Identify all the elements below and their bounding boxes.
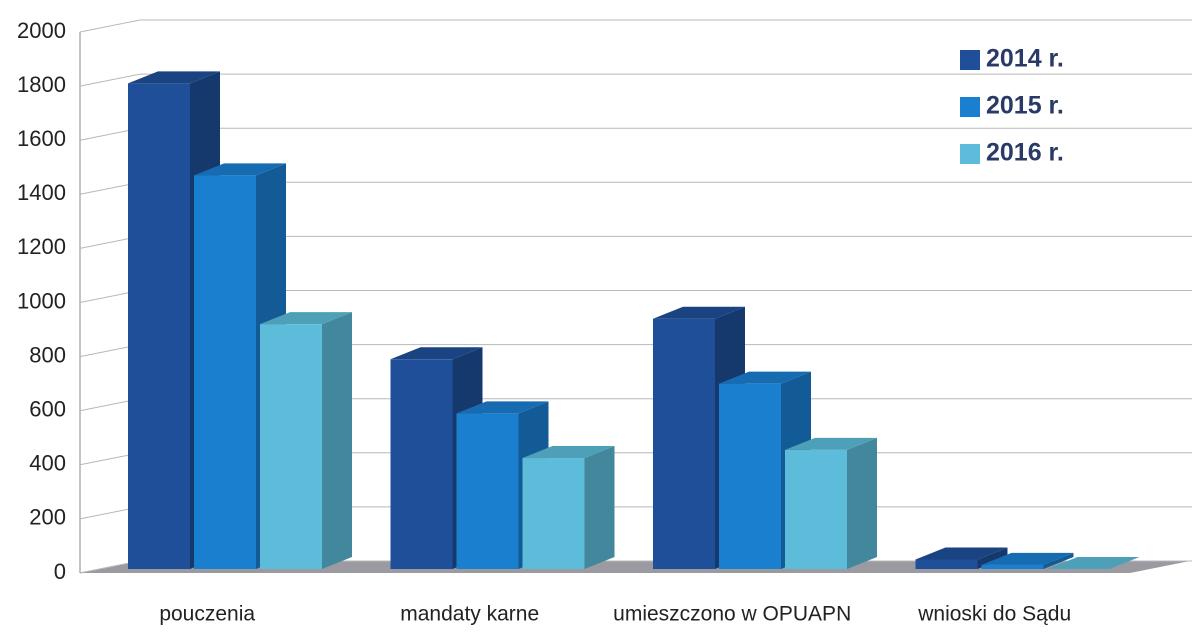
y-tick-label: 2000 [17,18,66,43]
legend-label: 2014 r. [986,45,1064,73]
y-tick-label: 200 [29,505,66,530]
bar [194,175,256,570]
bar-side [847,437,877,569]
bar-top [456,401,549,414]
bar-3d [981,552,1074,569]
grid-line-side [79,73,141,87]
bar-top [981,552,1074,565]
y-tick-label: 1000 [17,288,66,313]
bar-3d [260,312,352,569]
y-tick-label: 0 [54,559,66,584]
bar [785,449,847,569]
y-tick-label: 1400 [17,180,66,205]
grid-line-side [79,19,141,33]
bar [128,83,190,570]
bar [456,413,519,569]
x-tick-label: umieszczono w OPUAPN [613,603,851,626]
bar-top [719,371,811,384]
bar-3d [522,446,615,569]
legend-label: 2015 r. [986,92,1064,120]
x-tick-label: mandaty karne [400,603,539,626]
bar-side [322,312,352,569]
bar-top [653,306,745,319]
bar-top [915,547,1008,560]
bar-top [1047,556,1140,569]
bar-top [194,163,286,176]
bar-3d [1047,556,1140,569]
bar-3d [785,437,877,569]
y-tick-label: 800 [29,342,66,367]
bar [719,383,781,569]
grid: 0 200 400 600 800 1000 1200 1400 1600 1800 2000 [17,18,1192,584]
legend-swatch [960,144,980,164]
bars [128,71,1140,570]
bar-side [1109,556,1140,569]
legend-swatch [960,97,980,117]
y-tick-label: 400 [29,451,66,476]
bar-top [522,446,615,459]
bar-top [390,347,483,360]
y-tick-label: 1800 [17,72,66,97]
bar-side [584,446,615,569]
bar [260,324,322,569]
bar-side [1043,552,1074,569]
y-tick-label: 1200 [17,234,66,259]
bar [522,458,585,569]
legend-label: 2016 r. [986,139,1064,167]
bar [390,359,453,569]
bar-top [128,71,220,84]
y-tick-label: 600 [29,397,66,422]
y-tick-label: 1600 [17,126,66,151]
bar-top [260,312,352,325]
floor [80,561,1190,573]
x-tick-label: wnioski do Sądu [917,603,1071,626]
bar [915,559,978,569]
legend-swatch [960,50,980,70]
bar [981,564,1044,569]
x-tick-label: pouczenia [159,603,255,626]
bar-top [785,437,877,450]
bar [653,318,715,569]
